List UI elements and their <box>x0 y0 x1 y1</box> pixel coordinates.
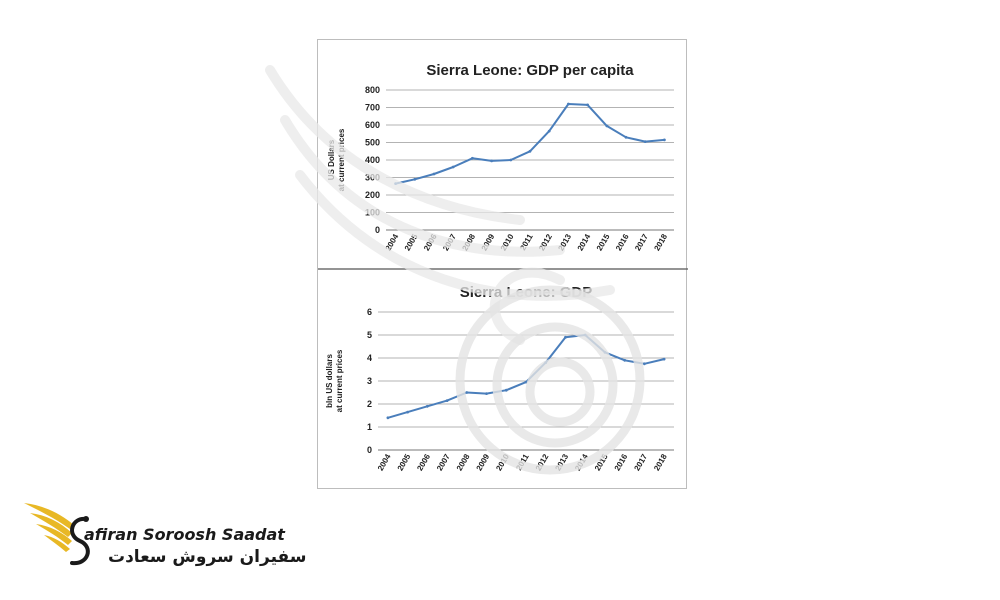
gdp-per-capita-x-tick-label: 2006 <box>422 232 439 252</box>
gdp-x-tick-label: 2012 <box>534 452 551 472</box>
gdp-x-tick-label: 2010 <box>494 452 511 472</box>
gdp-per-capita-title: Sierra Leone: GDP per capita <box>426 62 634 79</box>
gdp-series-line <box>387 334 665 419</box>
gdp-x-tick-label: 2006 <box>415 452 432 472</box>
gdp-per-capita-series-line <box>395 103 665 185</box>
gdp-x-tick-label: 2016 <box>613 452 630 472</box>
gdp-per-capita-x-tick-label: 2004 <box>384 232 401 252</box>
gdp-per-capita-data-point <box>663 138 666 142</box>
gdp-per-capita-x-tick-label: 2005 <box>403 232 420 252</box>
gdp-per-capita-x-tick-label: 2018 <box>652 232 669 252</box>
gdp-per-capita-x-tick-label: 2009 <box>480 232 497 252</box>
gdp-data-point <box>465 391 469 394</box>
gdp-title: Sierra Leone: GDP <box>460 284 593 301</box>
gdp-per-capita-data-point <box>394 182 397 186</box>
gdp-x-tick-label: 2013 <box>554 452 571 472</box>
gdp-data-point <box>623 358 627 362</box>
gdp-per-capita-data-point <box>586 103 589 107</box>
gdp-data-point <box>524 380 528 384</box>
winged-s-logo-icon <box>24 503 90 566</box>
charts-panel: Sierra Leone: GDP per capita 0 100 200 300 40… <box>317 39 688 489</box>
gdp-per-capita-y-axis-label: US Dollars <box>327 139 336 180</box>
gdp-data-point <box>564 335 567 339</box>
gdp-per-capita-y-tick-label: 500 <box>365 138 380 148</box>
gdp-x-tick-label: 2004 <box>376 452 393 472</box>
gdp-per-capita-data-point <box>509 158 513 162</box>
gdp-per-capita-x-tick-label: 2016 <box>614 232 631 252</box>
gdp-x-tick-label: 2018 <box>652 452 669 472</box>
gdp-per-capita-y-tick-label: 0 <box>375 225 380 235</box>
gdp-y-axis-label: at current prices <box>335 349 344 412</box>
gdp-x-tick-label: 2015 <box>593 452 610 472</box>
gdp-per-capita-data-point <box>567 102 570 106</box>
gdp-per-capita-data-point <box>624 135 628 139</box>
gdp-per-capita-data-point <box>643 140 647 143</box>
gdp-per-capita-y-tick-label: 400 <box>365 155 380 165</box>
charts-svg: Sierra Leone: GDP per capita010020030040… <box>318 62 688 472</box>
gdp-data-point <box>603 350 607 354</box>
gdp-y-tick-label: 1 <box>367 422 372 432</box>
gdp-per-capita-x-tick-label: 2013 <box>556 232 573 252</box>
gdp-data-point <box>643 362 646 366</box>
gdp-per-capita-x-tick-label: 2008 <box>460 232 477 252</box>
gdp-per-capita-chart: Sierra Leone: GDP per capita 0 100 200 300 40… <box>327 62 674 252</box>
gdp-per-capita-y-tick-label: 200 <box>365 190 380 200</box>
gdp-data-point <box>504 388 508 392</box>
gdp-per-capita-data-point <box>605 124 609 128</box>
gdp-y-tick-label: 3 <box>367 376 372 386</box>
gdp-per-capita-x-tick-label: 2017 <box>633 232 650 252</box>
gdp-data-point <box>583 333 587 337</box>
gdp-per-capita-data-point <box>413 177 417 181</box>
gdp-per-capita-x-tick-label: 2014 <box>576 232 593 252</box>
gdp-x-tick-label: 2008 <box>455 452 472 472</box>
gdp-y-tick-label: 5 <box>367 330 372 340</box>
gdp-per-capita-y-tick-label: 800 <box>365 85 380 95</box>
gdp-chart: Sierra Leone: GDP 0 1 2 3 4 5 6 2004 2005 2006 2007… <box>325 284 674 472</box>
logo-text-english: afiran Soroosh Saadat <box>84 525 285 544</box>
brand-logo: afiran Soroosh Saadat سفیران سروش سعادت <box>22 495 306 575</box>
gdp-x-tick-label: 2009 <box>475 452 492 472</box>
gdp-x-tick-label: 2017 <box>632 452 649 472</box>
gdp-data-point <box>485 392 488 395</box>
gdp-x-tick-label: 2005 <box>396 452 413 472</box>
gdp-per-capita-data-point <box>471 156 474 160</box>
gdp-y-tick-label: 0 <box>367 445 372 455</box>
gdp-x-tick-label: 2007 <box>435 452 452 472</box>
gdp-per-capita-x-tick-label: 2010 <box>499 232 516 252</box>
gdp-per-capita-data-point <box>490 159 493 163</box>
gdp-y-tick-label: 4 <box>367 353 372 363</box>
gdp-per-capita-y-axis-label: at current prices <box>337 128 346 191</box>
logo-text-persian: سفیران سروش سعادت <box>108 547 307 567</box>
gdp-per-capita-y-tick-label: 600 <box>365 120 380 130</box>
gdp-per-capita-data-point <box>528 149 532 153</box>
gdp-per-capita-x-tick-label: 2011 <box>518 232 535 252</box>
gdp-data-point <box>386 416 390 420</box>
gdp-per-capita-data-point <box>547 129 551 133</box>
gdp-per-capita-y-tick-label: 300 <box>365 173 380 183</box>
gdp-per-capita-y-tick-label: 100 <box>365 208 380 218</box>
gdp-data-point <box>445 399 449 402</box>
gdp-per-capita-data-point <box>432 172 436 176</box>
gdp-y-tick-label: 6 <box>367 307 372 317</box>
gdp-per-capita-data-point <box>451 165 455 169</box>
gdp-per-capita-y-tick-label: 700 <box>365 103 380 113</box>
gdp-x-tick-label: 2014 <box>573 452 590 472</box>
gdp-data-point <box>425 404 429 408</box>
gdp-per-capita-x-tick-label: 2015 <box>595 232 612 252</box>
gdp-per-capita-x-tick-label: 2007 <box>441 232 458 252</box>
gdp-x-tick-label: 2011 <box>514 452 531 472</box>
gdp-data-point <box>662 357 666 361</box>
gdp-y-axis-label: bln US dollars <box>325 354 334 408</box>
gdp-data-point <box>406 410 409 414</box>
gdp-data-point <box>544 361 548 364</box>
gdp-per-capita-x-tick-label: 2012 <box>537 232 554 252</box>
gdp-y-tick-label: 2 <box>367 399 372 409</box>
